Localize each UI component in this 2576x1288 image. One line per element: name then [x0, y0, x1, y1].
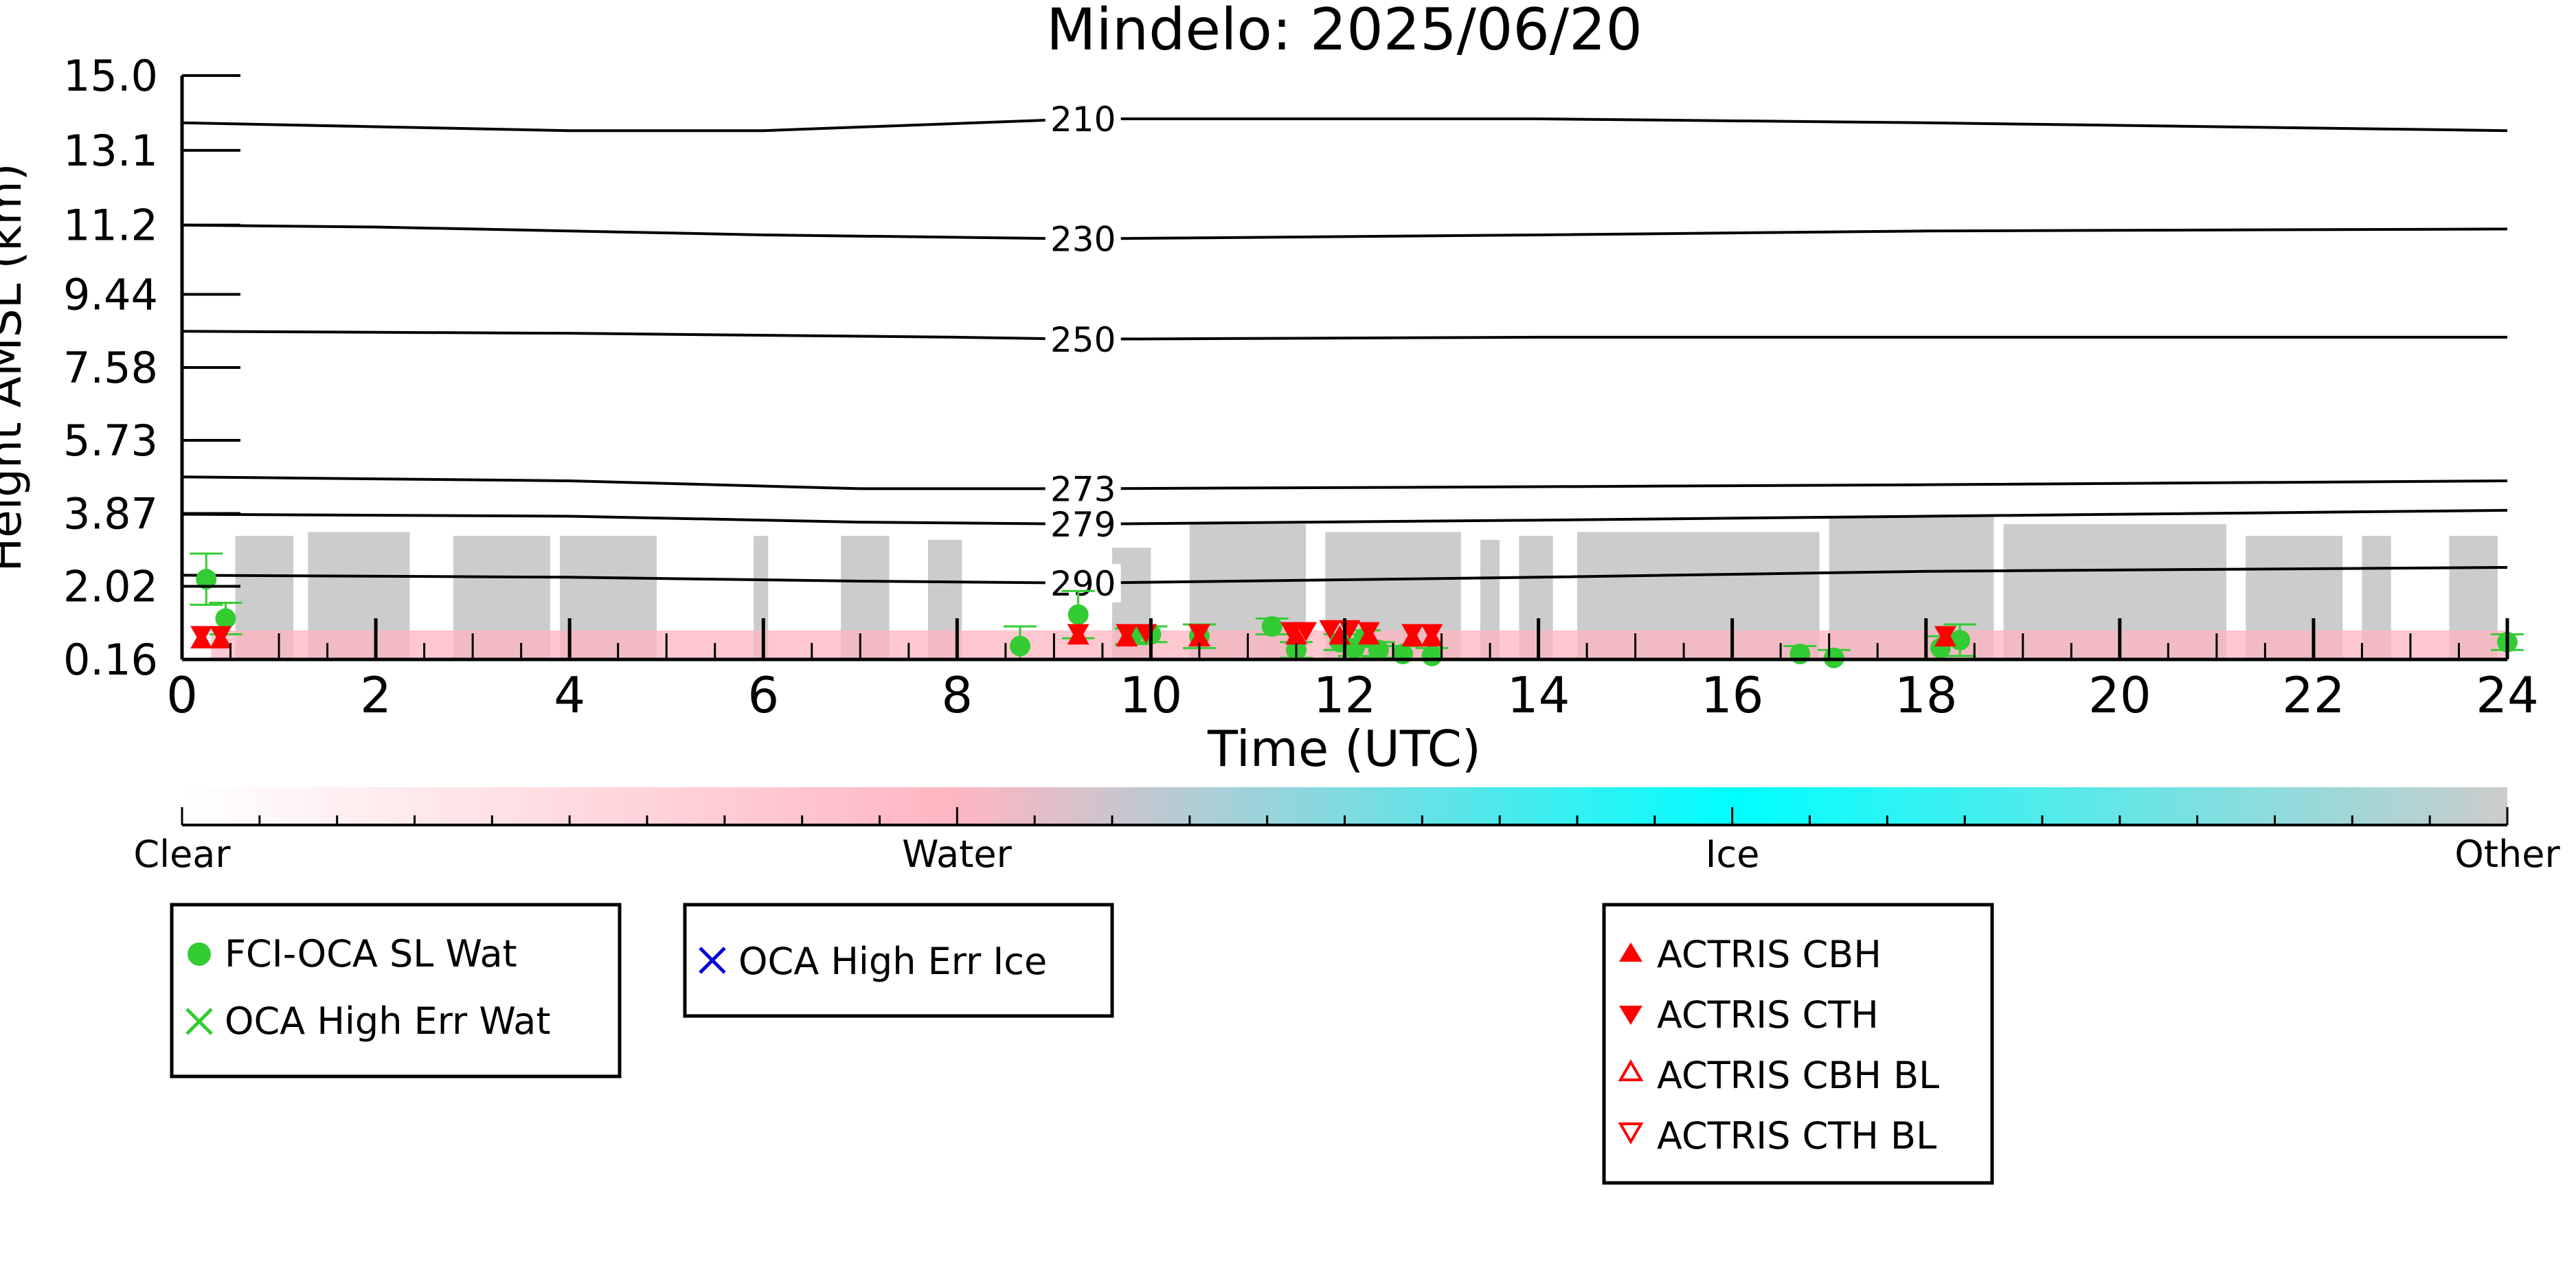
colorbar-label-ice: Ice: [1706, 833, 1760, 876]
legend-marker-triangle-up-open-icon: [1618, 1059, 1644, 1081]
colorbar-ticks: [181, 807, 2509, 825]
y-tick-label: 15.0: [63, 51, 158, 101]
y-tick-label: 0.16: [63, 635, 158, 685]
legend-label-actris-cth: ACTRIS CTH: [1657, 993, 1879, 1037]
contour-label-230: 230: [1050, 220, 1116, 260]
contour-label-bg: [1045, 100, 1121, 139]
x-tick-label: 24: [2476, 666, 2539, 724]
legend-oca-ice: OCA High Err Ice: [683, 903, 1114, 1018]
data-point-triangle-down: [1421, 624, 1443, 644]
data-point-circle: [215, 608, 236, 629]
y-tick-label: 13.1: [63, 126, 158, 176]
legend-label-oca-high-err-ice: OCA High Err Ice: [738, 940, 1047, 983]
x-tick-label: 12: [1313, 666, 1377, 724]
legend-marker-x-icon: [699, 947, 726, 974]
data-point-triangle-down: [1295, 622, 1318, 642]
contour-label-bg: [1045, 219, 1121, 258]
cloud-type-colorbar: Clear Water Ice Other: [133, 787, 2560, 876]
y-tick-label: 3.87: [63, 489, 158, 539]
legend-label-fci-oca-sl-wat: FCI-OCA SL Wat: [225, 932, 517, 975]
x-tick-label: 14: [1507, 666, 1570, 724]
y-tick-label: 11.2: [63, 201, 158, 251]
contour-line-250: [182, 330, 2507, 341]
contour-label-250: 250: [1050, 320, 1116, 360]
x-tick-label: 20: [2088, 666, 2151, 724]
data-point-circle: [1368, 640, 1389, 661]
legend-box: [683, 903, 1114, 1018]
data-point-triangle-down: [210, 626, 232, 646]
y-ticks: 0.16 2.02 3.87 5.73 7.58 9.44 11.2 13.1 15.0: [63, 51, 240, 685]
colorbar-label-water: Water: [902, 833, 1012, 876]
legend-label-oca-high-err-wat: OCA High Err Wat: [225, 999, 551, 1043]
x-tick-label: 18: [1895, 666, 1958, 724]
y-tick-label: 2.02: [63, 561, 158, 611]
legend-label-actris-cbh-bl: ACTRIS CBH BL: [1657, 1054, 1939, 1097]
y-tick-label: 5.73: [63, 416, 158, 466]
data-point-triangle-down: [1934, 626, 1956, 646]
data-point-triangle-down: [1280, 622, 1302, 642]
contour-label-bg: [1045, 319, 1121, 359]
y-tick-label: 9.44: [63, 269, 158, 319]
x-tick-label: 0: [166, 666, 198, 724]
x-axis-label: Time (UTC): [1207, 720, 1481, 778]
legend-marker-triangle-down-icon: [1619, 1006, 1642, 1025]
data-point-triangle-down: [1357, 622, 1380, 642]
data-point-triangle-down: [1401, 624, 1424, 644]
contour-label-279: 279: [1050, 505, 1116, 545]
contour-label-bg: [1045, 563, 1121, 602]
data-point-circle: [196, 569, 217, 590]
data-point-circle: [1421, 645, 1443, 666]
data-point-circle: [1010, 635, 1031, 657]
legend-box: [1602, 903, 1994, 1185]
legend-actris: ACTRIS CBH ACTRIS CTH ACTRIS CBH BL ACTR…: [1602, 903, 1994, 1185]
legend-marker-triangle-down-open-icon: [1618, 1122, 1644, 1145]
y-axis-label: Height AMSL (km): [0, 163, 32, 572]
chart-title: Mindelo: 2025/06/20: [1046, 0, 1642, 63]
contour-label-290: 290: [1050, 564, 1116, 604]
x-tick-label: 2: [360, 666, 392, 724]
legend-oca-water: FCI-OCA SL Wat OCA High Err Wat: [170, 903, 622, 1078]
contour-label-bg: [1045, 504, 1121, 543]
data-point-circle: [1067, 604, 1089, 625]
colorbar-label-clear: Clear: [133, 833, 231, 876]
contour-line-273: [182, 475, 2507, 490]
contour-label-210: 210: [1050, 100, 1116, 139]
legend-marker-x-icon: [185, 1008, 213, 1035]
x-tick-label: 4: [554, 666, 585, 724]
contour-line-210: [182, 117, 2507, 133]
legend-box: [170, 903, 622, 1078]
data-point-triangle-down: [1319, 620, 1342, 640]
x-tick-label: 6: [747, 666, 779, 724]
contour-line-230: [182, 223, 2507, 240]
y-tick-label: 7.58: [63, 343, 158, 393]
contour-label-bg: [1045, 469, 1121, 508]
data-point-triangle-down: [190, 626, 213, 646]
legend-label-actris-cth-bl: ACTRIS CTH BL: [1657, 1114, 1936, 1157]
colorbar-label-other: Other: [2454, 833, 2560, 876]
data-point-triangle-down: [1067, 624, 1089, 644]
x-tick-label: 22: [2282, 666, 2345, 724]
contour-label-273: 273: [1050, 469, 1116, 509]
legend-marker-triangle-up-icon: [1619, 942, 1642, 962]
x-tick-label: 8: [941, 666, 973, 724]
data-point-triangle-down: [1188, 624, 1210, 644]
data-point-triangle-down: [1116, 624, 1138, 644]
legend-label-actris-cbh: ACTRIS CBH: [1657, 933, 1882, 976]
data-point-circle: [1261, 615, 1283, 637]
x-tick-label: 10: [1120, 666, 1183, 724]
contour-line-279: [182, 508, 2507, 526]
x-ticks: 0 2 4 6 8 10 12 14 16 18 20 22 24: [166, 618, 2539, 724]
legend-marker-circle-icon: [188, 942, 211, 966]
x-tick-label: 16: [1701, 666, 1764, 724]
